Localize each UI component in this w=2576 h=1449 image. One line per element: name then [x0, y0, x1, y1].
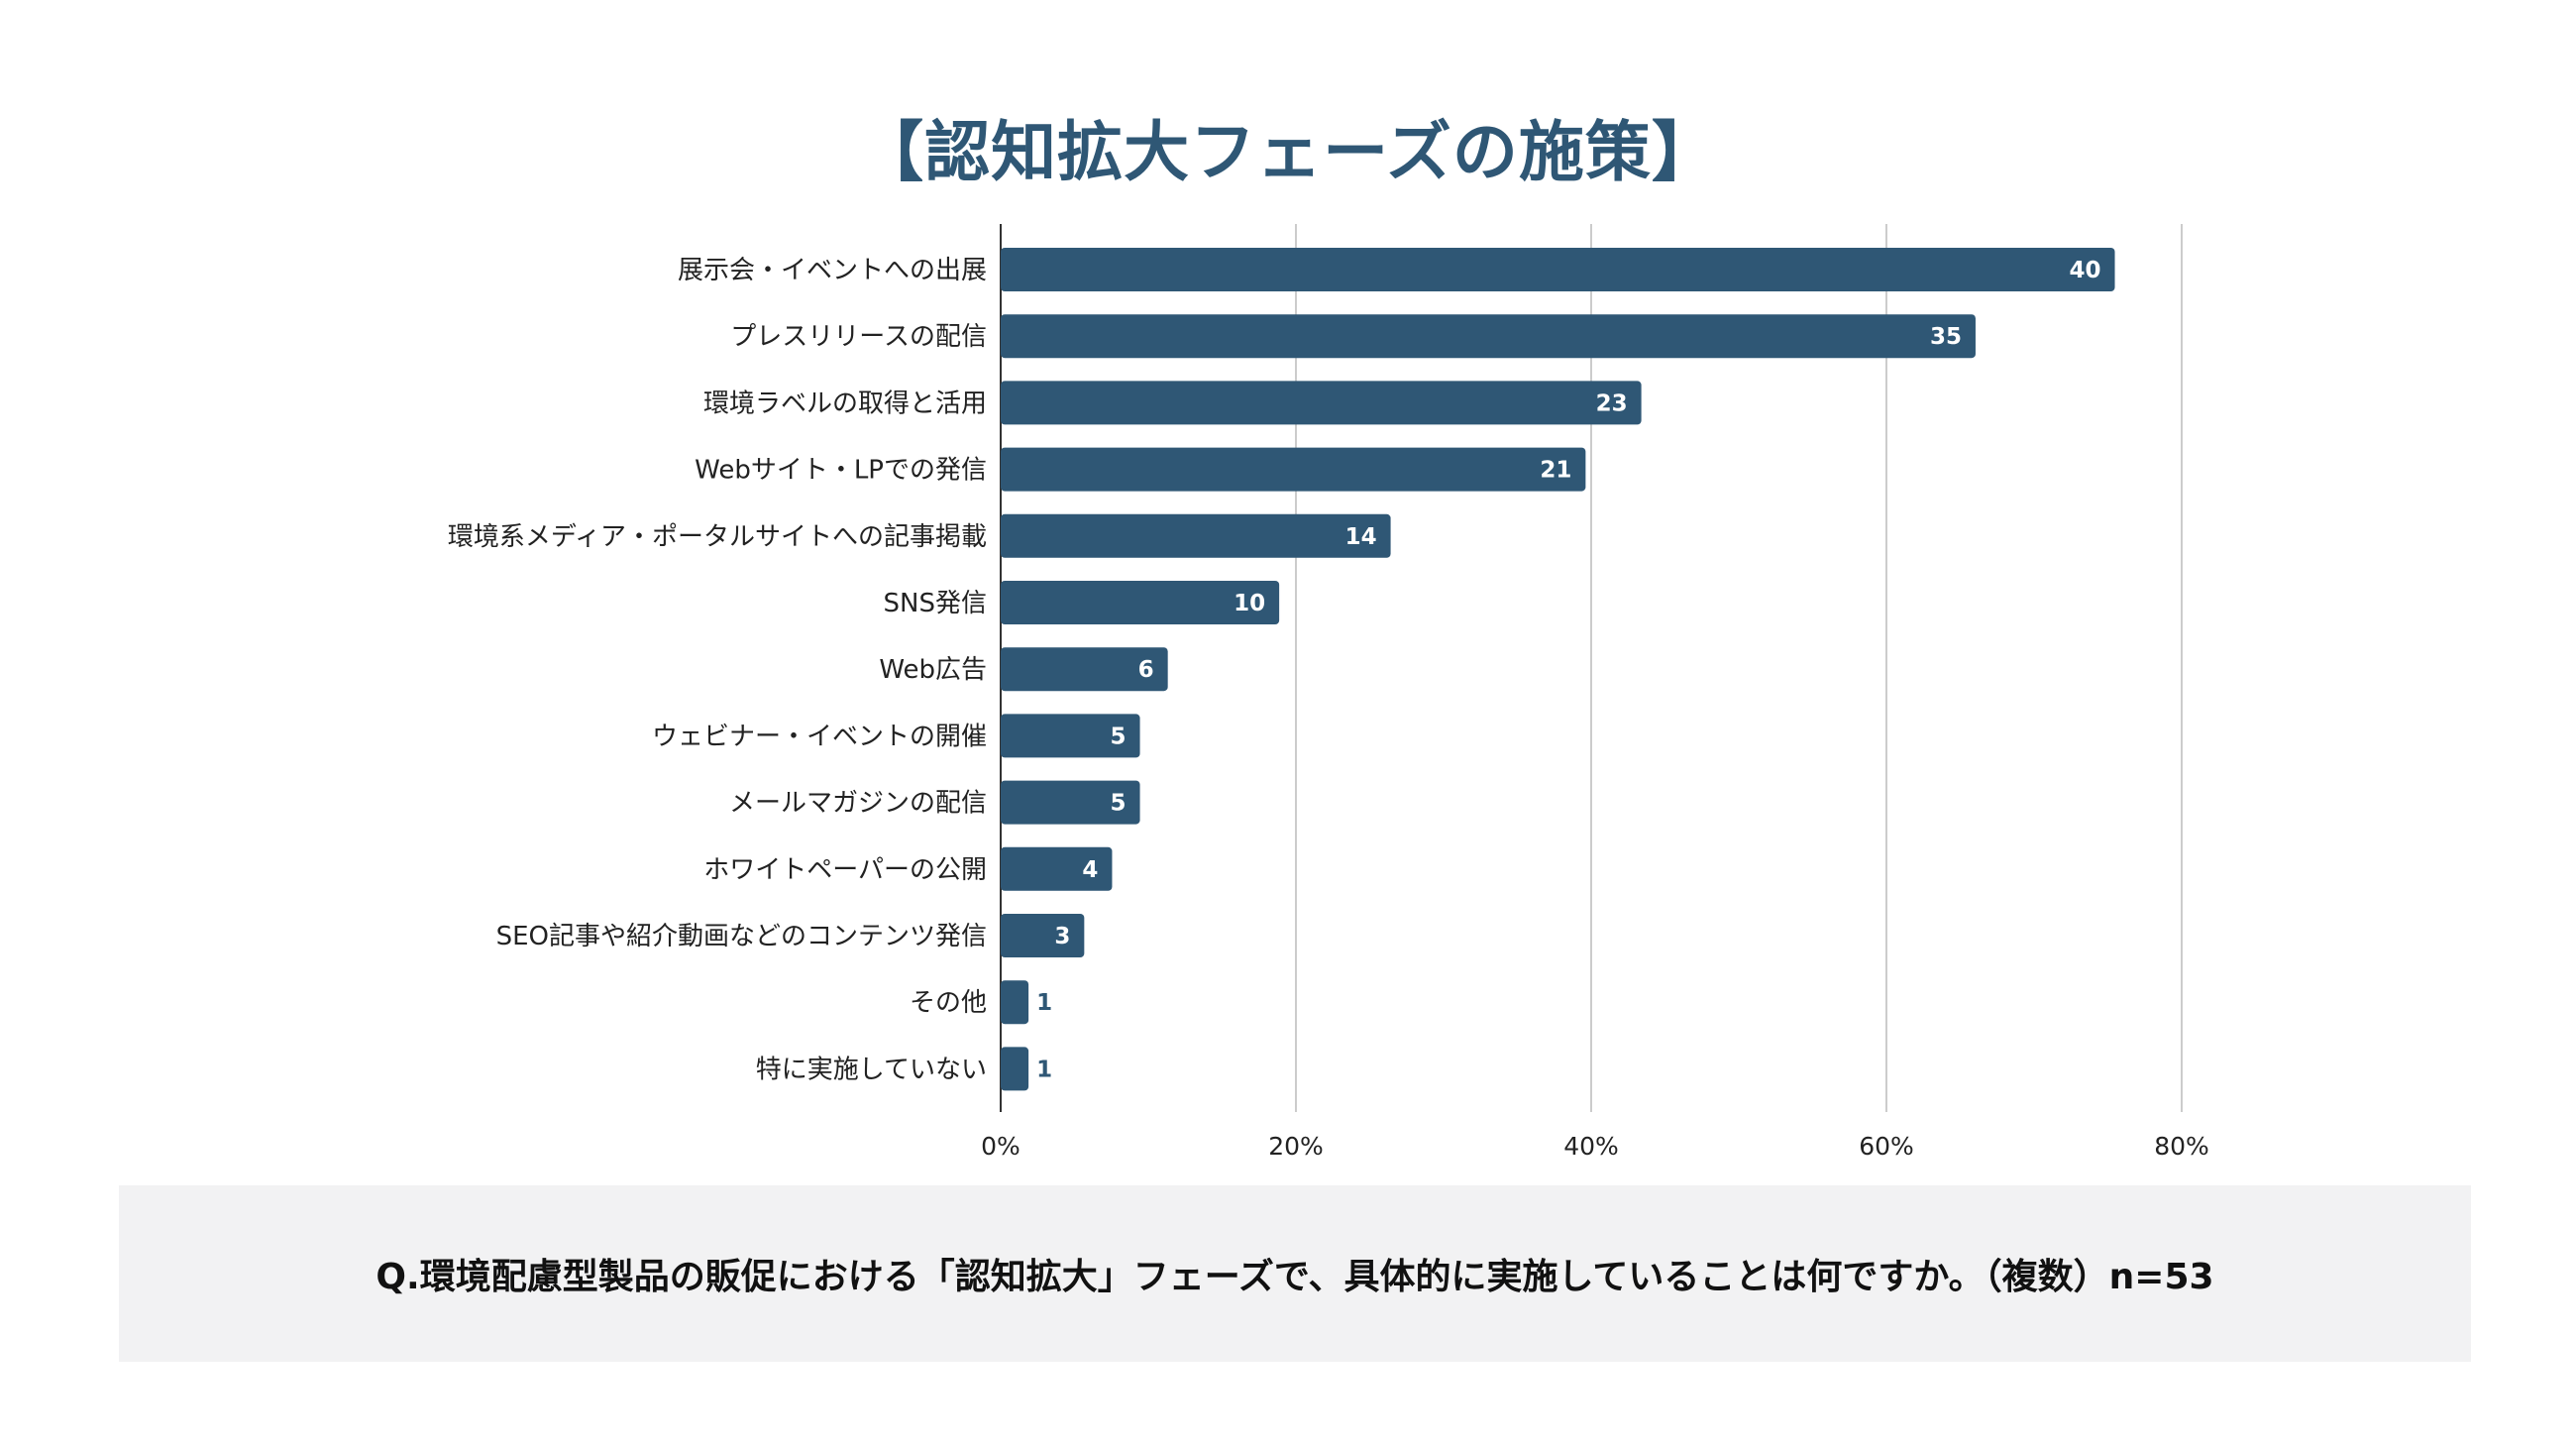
data-label: 35: [1930, 324, 1962, 350]
data-label: 1: [1036, 1057, 1052, 1082]
category-label: 環境系メディア・ポータルサイトへの記事掲載: [448, 522, 987, 552]
bar: [1001, 447, 1586, 492]
data-label: 21: [1540, 458, 1571, 484]
x-tick-label: 60%: [1859, 1132, 1914, 1161]
x-tick-label: 40%: [1563, 1132, 1619, 1161]
category-label: ホワイトペーパーの公開: [703, 855, 987, 885]
category-label: 特に実施していない: [756, 1055, 987, 1084]
survey-question: Q.環境配慮型製品の販促における「認知拡大」フェーズで、具体的に実施していること…: [376, 1257, 2214, 1297]
data-label: 5: [1111, 724, 1127, 749]
bar: [1001, 780, 1140, 825]
category-label: ウェビナー・イベントの開催: [652, 722, 987, 751]
data-label: 4: [1082, 857, 1098, 883]
category-label: 展示会・イベントへの出展: [678, 256, 987, 285]
category-label: 環境ラベルの取得と活用: [703, 389, 987, 418]
category-label: SEO記事や紹介動画などのコンテンツ発信: [496, 922, 987, 951]
x-tick-label: 80%: [2154, 1132, 2209, 1161]
chart-title: 【認知拡大フェーズの施策】: [858, 114, 1718, 190]
data-label: 40: [2070, 258, 2101, 283]
bar: [1001, 314, 1976, 359]
category-label: プレスリリースの配信: [730, 322, 987, 352]
bar: [1001, 846, 1113, 891]
question-box: Q.環境配慮型製品の販促における「認知拡大」フェーズで、具体的に実施していること…: [119, 1185, 2471, 1362]
category-label: Web広告: [879, 655, 987, 685]
x-tick-label: 0%: [981, 1132, 1020, 1161]
bar: [1001, 513, 1391, 558]
category-label: SNS発信: [884, 589, 987, 618]
data-label: 23: [1596, 390, 1628, 416]
category-label: メールマガジンの配信: [729, 789, 987, 819]
bar: [1001, 714, 1140, 758]
bar: [1001, 248, 2115, 291]
data-label: 14: [1345, 524, 1377, 550]
category-label: その他: [910, 988, 987, 1018]
bar: [1001, 980, 1029, 1025]
bar: [1001, 381, 1642, 425]
data-label: 10: [1234, 591, 1265, 616]
x-tick-label: 20%: [1268, 1132, 1324, 1161]
data-label: 5: [1111, 791, 1127, 817]
bar: [1001, 647, 1168, 692]
bar: [1001, 581, 1280, 624]
data-label: 1: [1036, 990, 1052, 1016]
data-label: 3: [1054, 924, 1070, 949]
category-label: Webサイト・LPでの発信: [695, 456, 987, 486]
bar: [1001, 914, 1085, 957]
data-label: 6: [1138, 657, 1154, 683]
bar: [1001, 1047, 1029, 1091]
